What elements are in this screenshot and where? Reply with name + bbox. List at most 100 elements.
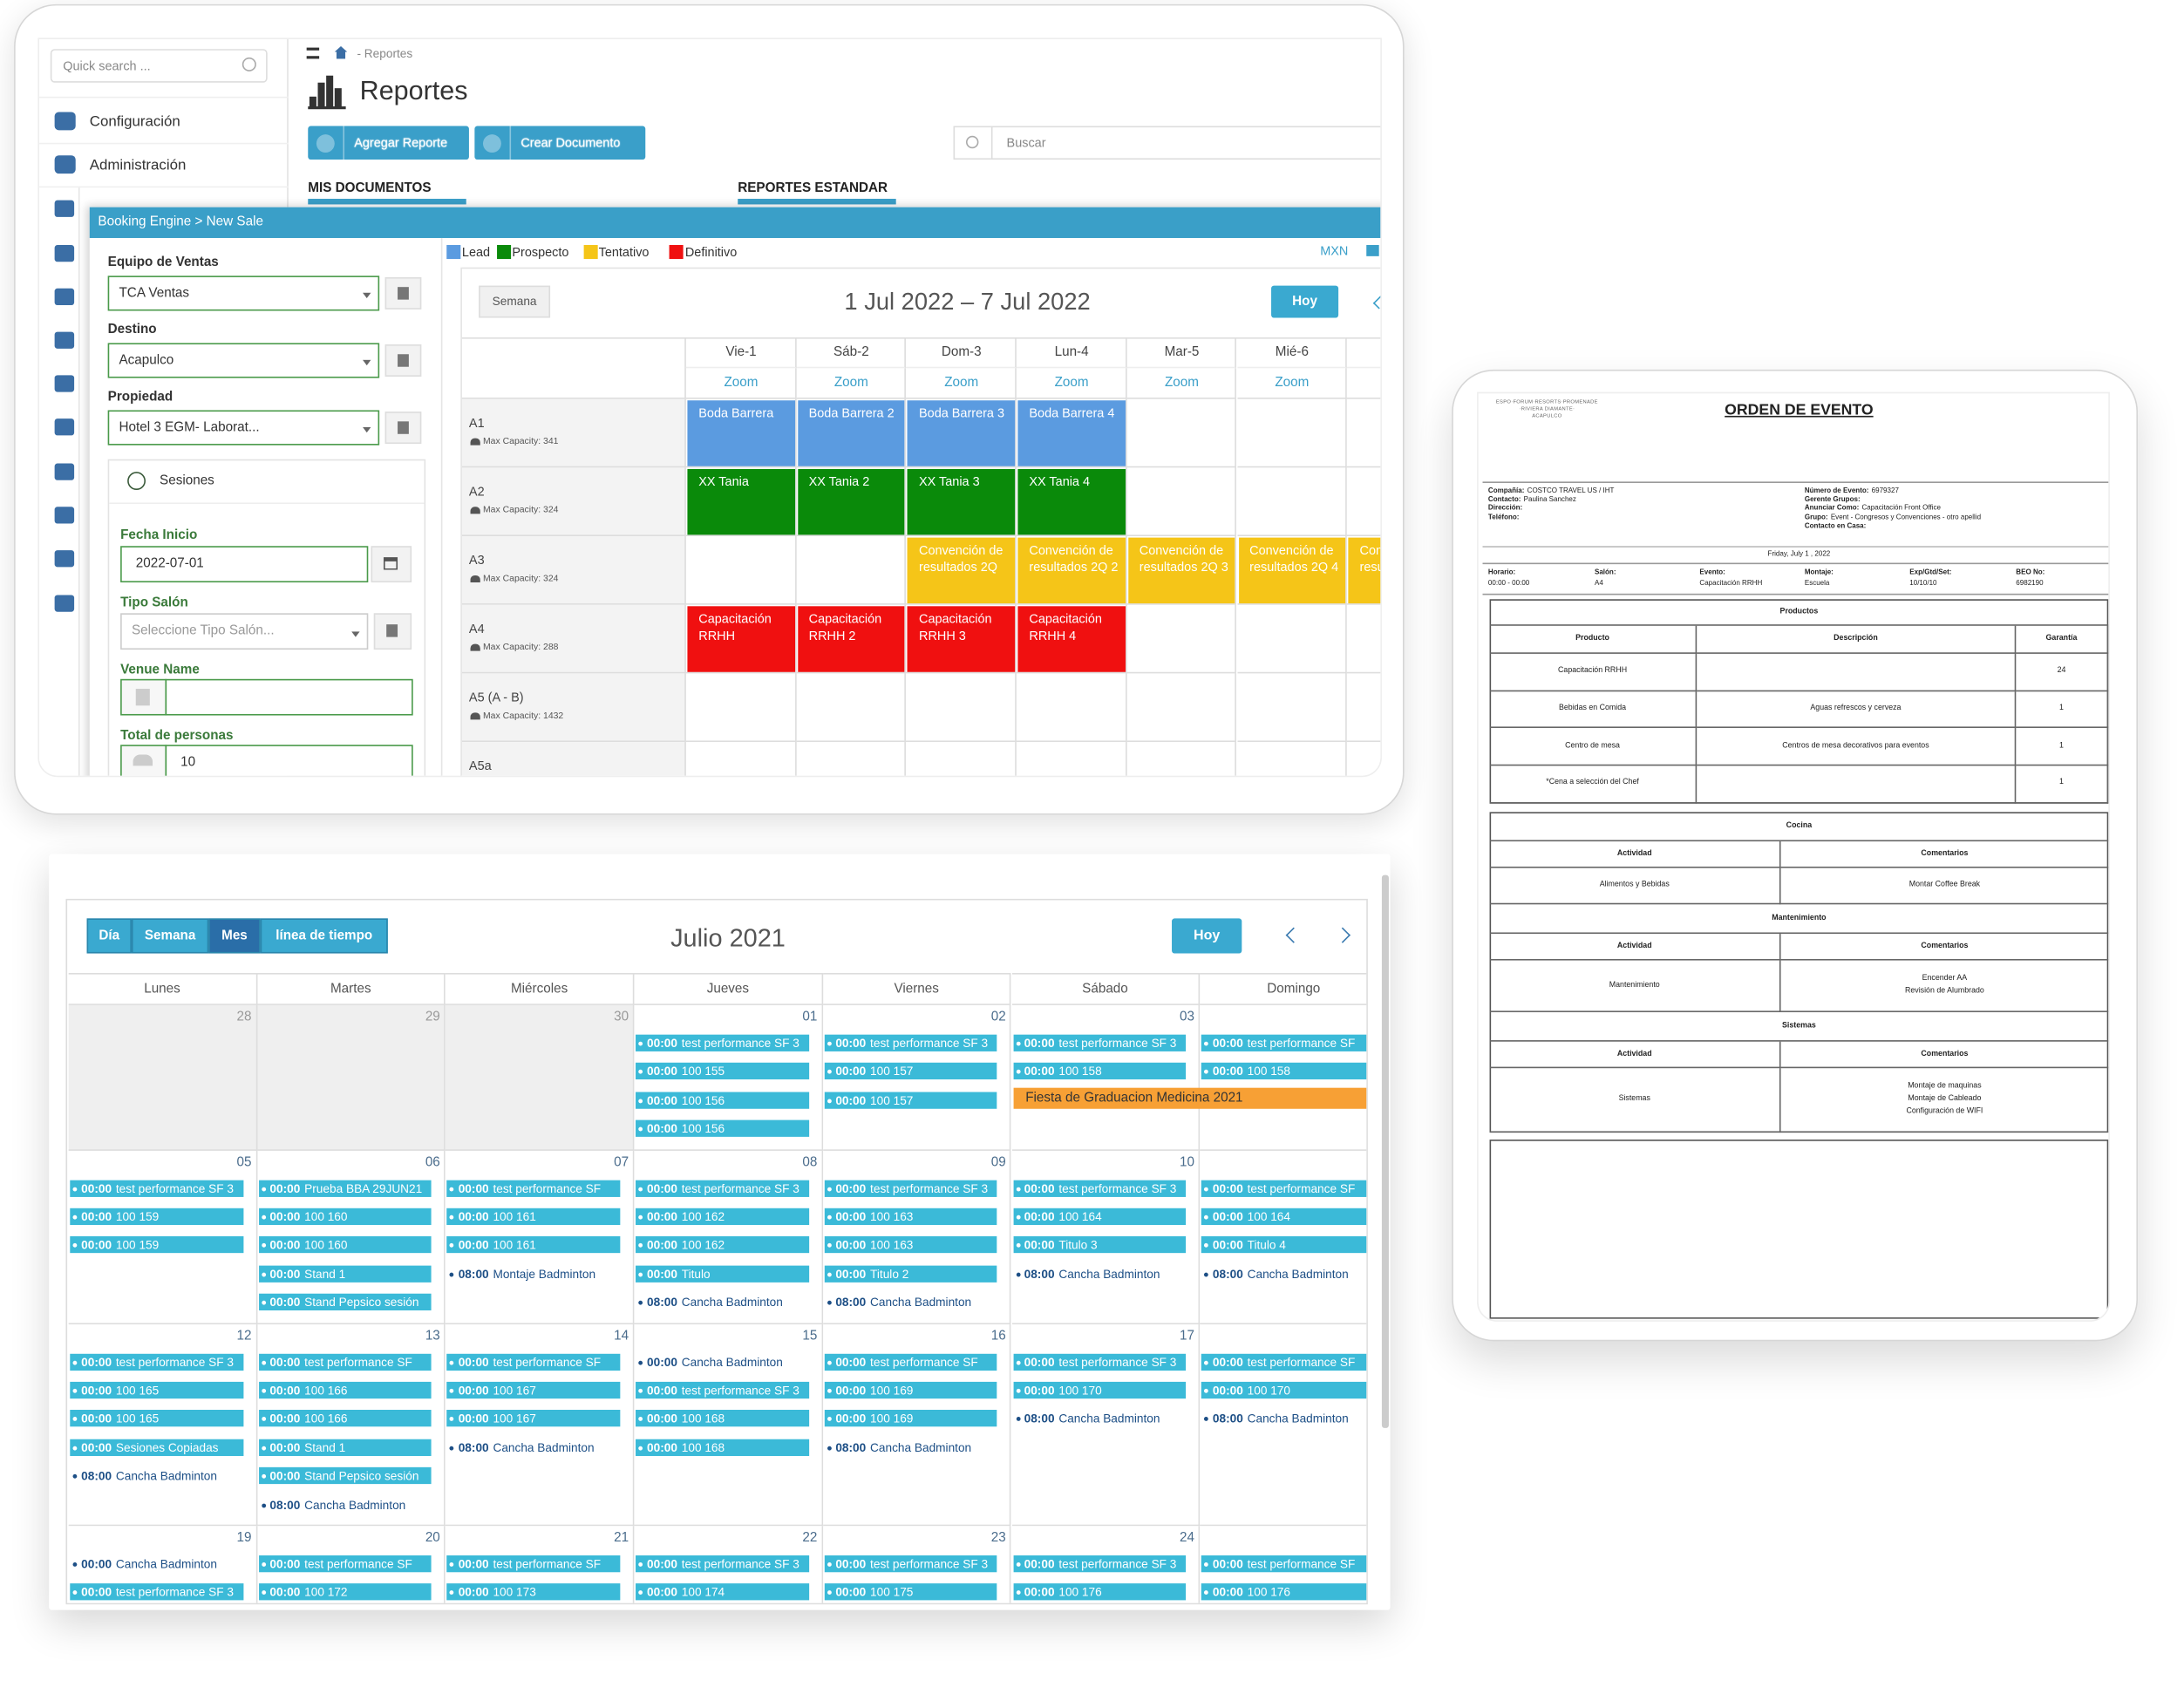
menu-icon[interactable]: [54, 245, 75, 262]
calendar-event[interactable]: 08:00 Montaje Badminton: [447, 1265, 621, 1282]
room-event[interactable]: Boda Barrera 4: [1017, 400, 1126, 466]
calendar-event[interactable]: 08:00 Cancha Badminton: [447, 1439, 621, 1455]
room-event[interactable]: XX Tania 4: [1017, 468, 1126, 535]
calendar-event[interactable]: 00:00 test performance SF: [258, 1555, 432, 1573]
calendar-event[interactable]: 00:00 test performance SF: [824, 1353, 998, 1371]
calendar-event[interactable]: 00:00 test performance SF 3: [636, 1180, 809, 1197]
search-input[interactable]: Buscar: [990, 126, 1381, 160]
calendar-event[interactable]: 00:00 100 160: [258, 1208, 432, 1226]
calendar-event[interactable]: 00:00 100 167: [446, 1410, 621, 1427]
room-event[interactable]: Capacitación RRHH 4: [1017, 606, 1126, 672]
select[interactable]: Acapulco: [107, 343, 380, 378]
calendar-event[interactable]: 00:00 test performance SF 3: [70, 1583, 243, 1602]
calendar-event[interactable]: 00:00 100 165: [70, 1381, 243, 1399]
quick-search[interactable]: Quick search ...: [50, 49, 268, 83]
calendar-event[interactable]: 00:00 100 159: [70, 1208, 243, 1226]
calendar-event[interactable]: 00:00 100 165: [70, 1410, 243, 1427]
delete-button[interactable]: [384, 412, 422, 445]
tab[interactable]: MIS DOCUMENTOS: [308, 180, 432, 196]
calendar-event[interactable]: 00:00 test performance SF 3: [70, 1180, 243, 1197]
menu-icon[interactable]: [54, 331, 75, 349]
next-arrow[interactable]: [1334, 927, 1351, 943]
calendar-event[interactable]: 00:00 100 156: [636, 1092, 809, 1109]
room-event[interactable]: XX Tania 3: [908, 468, 1016, 535]
calendar-event[interactable]: 00:00 test performance SF 3: [824, 1034, 998, 1051]
calendar-event[interactable]: 00:00 100 163: [824, 1236, 998, 1254]
calendar-event[interactable]: 00:00 test performance SF 3: [1012, 1034, 1187, 1051]
calendar-event[interactable]: 08:00 Cancha Badminton: [824, 1439, 997, 1455]
menu-icon[interactable]: [54, 595, 75, 612]
calendar-event[interactable]: 00:00 100 169: [824, 1410, 998, 1427]
action-button[interactable]: Agregar Reporte: [308, 126, 469, 160]
menu-icon[interactable]: [54, 550, 75, 568]
calendar-event[interactable]: 00:00 test performance SF 3: [636, 1381, 809, 1399]
calendar-event[interactable]: 00:00 Titulo 3: [1012, 1236, 1187, 1254]
calendar-event[interactable]: 00:00 100 170: [1201, 1381, 1367, 1399]
menu-item[interactable]: Administración: [89, 156, 187, 174]
tab[interactable]: REPORTES ESTANDAR: [738, 180, 888, 196]
calendar-button[interactable]: [371, 546, 412, 583]
calendar-event[interactable]: 00:00 Stand 1: [258, 1265, 432, 1283]
menu-icon[interactable]: [54, 507, 75, 524]
calendar-event[interactable]: 00:00 100 175: [824, 1583, 998, 1602]
room-event[interactable]: Boda Barrera 3: [908, 400, 1016, 466]
calendar-event[interactable]: 00:00 100 174: [636, 1583, 809, 1602]
view-button[interactable]: Semana: [479, 285, 551, 318]
calendar-event[interactable]: 08:00 Cancha Badminton: [1013, 1265, 1187, 1282]
date-input[interactable]: 2022-07-01: [120, 546, 369, 583]
select[interactable]: Seleccione Tipo Salón...: [120, 613, 369, 650]
calendar-event[interactable]: 08:00 Cancha Badminton: [70, 1467, 243, 1484]
calendar-event[interactable]: 00:00 test performance SF 3: [70, 1353, 243, 1371]
room-event[interactable]: Boda Barrera: [687, 400, 795, 466]
today-button[interactable]: Hoy: [1271, 285, 1339, 318]
calendar-event[interactable]: 00:00 100 163: [824, 1208, 998, 1226]
calendar-event[interactable]: 00:00 100 164: [1012, 1208, 1187, 1226]
calendar-event[interactable]: 00:00 test performance SF: [446, 1353, 621, 1371]
calendar-event[interactable]: 00:00 Titulo 4: [1201, 1236, 1367, 1254]
calendar-event[interactable]: 00:00 test performance SF: [258, 1353, 432, 1371]
calendar-event[interactable]: 00:00 100 160: [258, 1236, 432, 1254]
calendar-event[interactable]: 00:00 100 161: [446, 1208, 621, 1226]
calendar-event[interactable]: 00:00 100 167: [446, 1381, 621, 1399]
menu-item[interactable]: Configuración: [89, 113, 180, 131]
room-event[interactable]: XX Tania: [687, 468, 795, 535]
zoom-link[interactable]: Zoom: [944, 375, 979, 391]
calendar-event[interactable]: 00:00 100 162: [636, 1208, 809, 1226]
calendar-event[interactable]: 00:00 100 168: [636, 1410, 809, 1427]
calendar-event[interactable]: 08:00 Cancha Badminton: [1201, 1411, 1366, 1427]
calendar-event[interactable]: 00:00 100 157: [824, 1063, 998, 1080]
calendar-event[interactable]: 00:00 test performance SF: [1201, 1180, 1367, 1197]
calendar-event[interactable]: 08:00 Cancha Badminton: [824, 1294, 997, 1310]
menu-icon[interactable]: [54, 418, 75, 436]
room-event[interactable]: Convención de resultados 2Q 3: [1127, 537, 1236, 604]
calendar-event[interactable]: 00:00 test performance SF: [1201, 1353, 1367, 1371]
calendar-event[interactable]: 00:00 100 173: [446, 1583, 621, 1602]
menu-icon[interactable]: [54, 288, 75, 306]
calendar-event[interactable]: 00:00 100 164: [1201, 1208, 1367, 1226]
select[interactable]: Hotel 3 EGM- Laborat...: [107, 410, 380, 446]
calendar-event[interactable]: 00:00 Stand Pepsico sesión: [258, 1294, 432, 1311]
calendar-event[interactable]: 00:00 100 157: [824, 1092, 998, 1109]
calendar-event[interactable]: 00:00 100 168: [636, 1439, 809, 1456]
calendar-event[interactable]: 00:00 Titulo 2: [824, 1265, 998, 1283]
calendar-event[interactable]: 00:00 100 176: [1201, 1583, 1367, 1602]
room-event[interactable]: Convención de resultados 2Q: [1348, 537, 1381, 604]
calendar-event[interactable]: 08:00 Cancha Badminton: [1013, 1411, 1187, 1427]
room-event[interactable]: Capacitación RRHH 2: [797, 606, 905, 672]
calendar-event[interactable]: 00:00 Stand Pepsico sesión: [258, 1467, 432, 1485]
view-button[interactable]: línea de tiempo: [260, 918, 388, 954]
spanning-event[interactable]: Fiesta de Graduacion Medicina 2021: [1012, 1087, 1367, 1109]
view-button[interactable]: Día: [86, 918, 132, 954]
calendar-event[interactable]: 08:00 Cancha Badminton: [636, 1294, 809, 1310]
zoom-link[interactable]: Zoom: [1275, 375, 1310, 391]
calendar-event[interactable]: 00:00 100 166: [258, 1381, 432, 1399]
calendar-event[interactable]: 00:00 100 166: [258, 1410, 432, 1427]
calendar-event[interactable]: 00:00 test performance SF 3: [1012, 1555, 1187, 1573]
calendar-event[interactable]: 00:00 Sesiones Copiadas: [70, 1439, 243, 1456]
calendar-event[interactable]: 00:00 100 158: [1012, 1063, 1187, 1080]
room-event[interactable]: Convención de resultados 2Q 4: [1238, 537, 1346, 604]
calendar-event[interactable]: 00:00 Cancha Badminton: [636, 1353, 809, 1370]
calendar-event[interactable]: 08:00 Cancha Badminton: [259, 1496, 432, 1513]
prev-arrow[interactable]: [1285, 927, 1302, 943]
calendar-event[interactable]: 00:00 test performance SF: [1201, 1555, 1367, 1573]
